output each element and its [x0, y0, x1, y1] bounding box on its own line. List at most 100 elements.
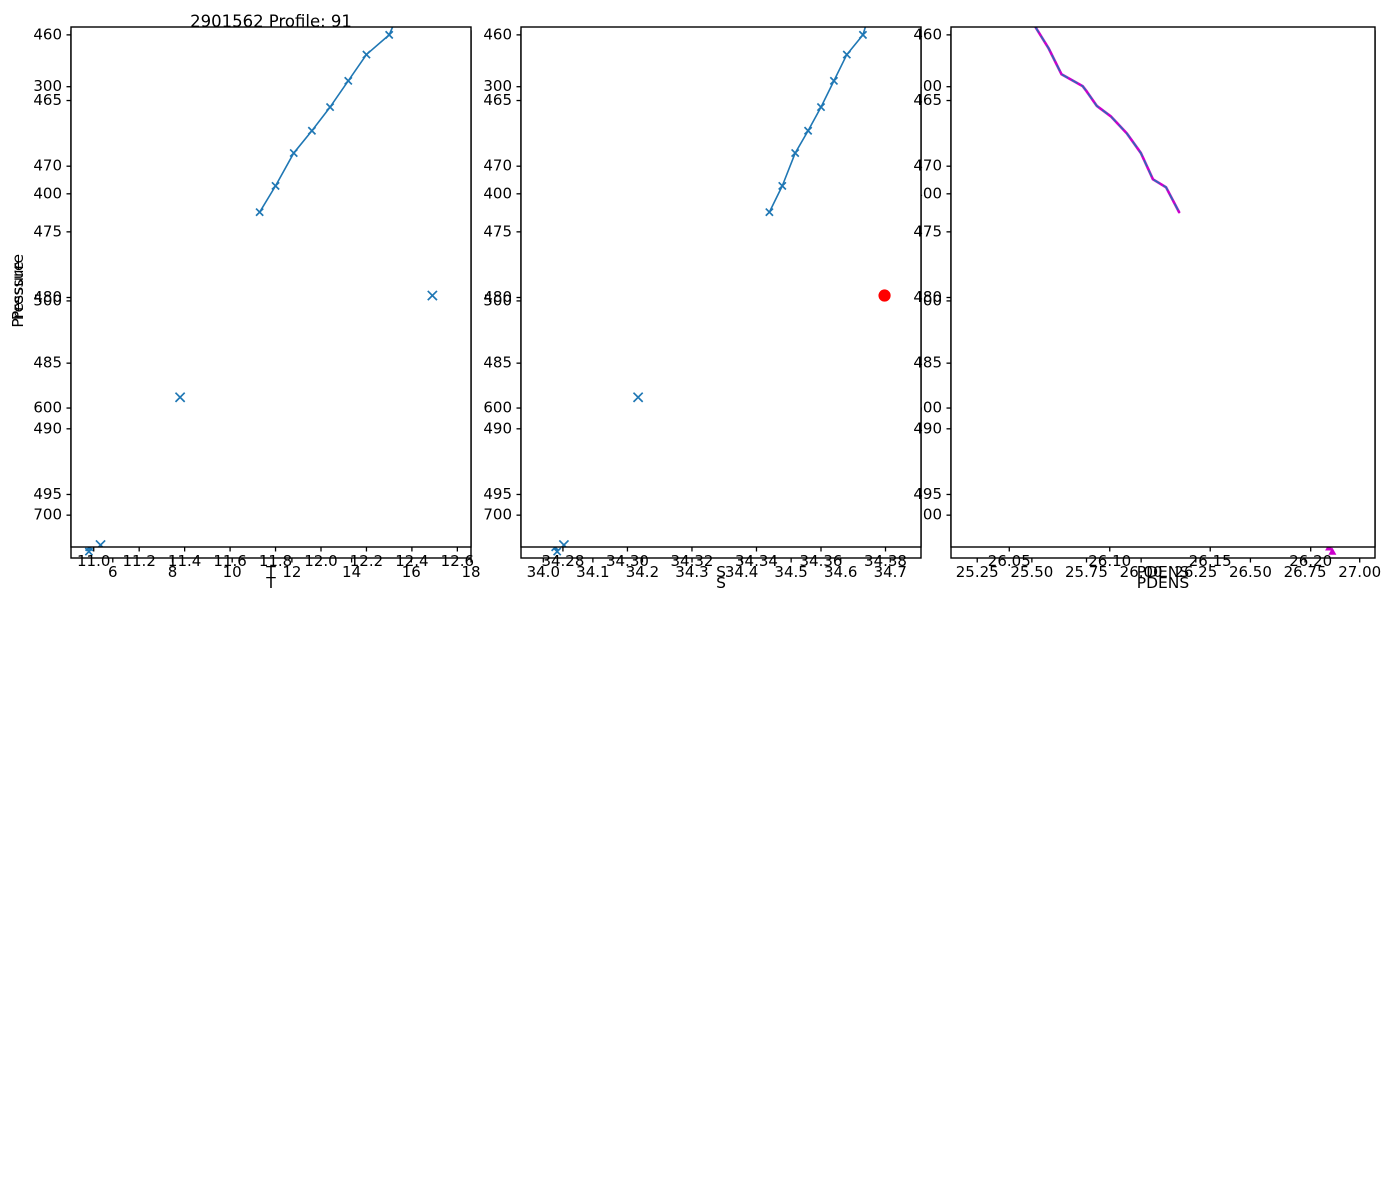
- y-tick-label: 470: [483, 157, 512, 175]
- x-tick-label: 25.25: [956, 563, 999, 581]
- x-tick-label: 12.2: [350, 552, 383, 570]
- x-axis-label: PDENS: [1137, 574, 1190, 592]
- x-tick-label: 26.05: [988, 552, 1031, 570]
- data-marker-x: [84, 547, 94, 556]
- x-tick-label: 26.00: [1120, 563, 1163, 581]
- y-tick-label: 480: [33, 288, 62, 306]
- y-tick-label: 465: [483, 91, 512, 109]
- data-marker-x: [829, 76, 839, 86]
- x-tick-label: 10: [223, 563, 242, 581]
- data-layer: [1034, 27, 1181, 214]
- x-tick-label: 12.4: [395, 552, 428, 570]
- x-tick-label: 34.4: [725, 563, 758, 581]
- x-tick-label: 34.2: [626, 563, 659, 581]
- x-axis-label: PDENS: [1137, 563, 1190, 581]
- x-tick-label: 34.30: [606, 552, 649, 570]
- outlier-marker-x: [174, 392, 186, 403]
- x-tick-label: 14: [342, 563, 361, 581]
- panel-bottom-right-density-zoom: 26.05 26.10 26.15 26.20 460 465 470 475 480 485 49…: [900, 25, 1400, 1200]
- data-marker-x: [790, 148, 800, 158]
- y-tick-label: 700: [33, 506, 62, 524]
- y-tick-label: 485: [483, 354, 512, 372]
- y-tick-label: 480: [913, 288, 942, 306]
- y-tick-label: 300: [33, 77, 62, 95]
- figure-title: 2901562 Profile: 91: [190, 12, 352, 31]
- x-tick-label: 34.5: [774, 563, 807, 581]
- flagged-point-marker[interactable]: [878, 289, 891, 302]
- x-tick-label: 34.28: [541, 552, 584, 570]
- y-tick-label: 400: [483, 184, 512, 202]
- x-tick-label: 26.50: [1229, 563, 1272, 581]
- x-tick-label: 8: [168, 563, 178, 581]
- y-tick-label: 465: [33, 91, 62, 109]
- y-tick-label: 475: [483, 222, 512, 240]
- data-marker-x: [271, 181, 280, 191]
- data-marker-x: [858, 30, 868, 40]
- y-tick-label: 460: [33, 25, 62, 43]
- y-tick-label: 400: [33, 184, 62, 202]
- x-tick-label: 34.36: [800, 552, 843, 570]
- x-tick-label: 26.10: [1088, 552, 1131, 570]
- x-tick-label: 11.8: [259, 552, 292, 570]
- x-tick-label: 34.3: [675, 563, 708, 581]
- panel-svg-bottom-left-temperature-zoom: 11.0 11.2 11.4 11.6 11.8 12.0 12.2 12.4 12.6 460 4…: [9, 25, 474, 581]
- x-tick-label: 6: [108, 563, 118, 581]
- outlier-marker-x: [95, 539, 106, 547]
- data-marker-x: [362, 50, 371, 59]
- data-marker-x: [803, 126, 813, 135]
- y-tick-label: 490: [483, 419, 512, 437]
- x-tick-label: 26.20: [1289, 552, 1332, 570]
- y-tick-label: 475: [33, 222, 62, 240]
- x-tick-label: 34.1: [576, 563, 609, 581]
- series-line-S: [768, 27, 867, 213]
- outlier-marker-x: [427, 290, 438, 301]
- y-tick-label: 600: [33, 399, 62, 417]
- x-axis-label: T: [265, 563, 276, 581]
- panel-bottom-middle-salinity-zoom: 34.28 34.30 34.32 34.34 34.36 34.38 460 465 470 4…: [450, 25, 930, 1200]
- x-tick-label: 34.32: [670, 552, 713, 570]
- x-tick-label: 27.00: [1338, 563, 1381, 581]
- data-marker-x: [552, 547, 562, 556]
- x-tick-label: 12.6: [441, 552, 474, 570]
- axes-spines: [520, 26, 922, 548]
- y-tick-label: 495: [33, 485, 62, 503]
- x-axis-label: S: [716, 574, 726, 592]
- x-tick-label: 26.25: [1174, 563, 1217, 581]
- x-tick-label: 11.2: [122, 552, 155, 570]
- x-tick-label: 25.75: [1065, 563, 1108, 581]
- data-marker-x: [325, 102, 335, 112]
- data-marker-x: [778, 181, 787, 191]
- y-axis-label: Pressure: [9, 261, 27, 327]
- x-axis-label: S: [716, 563, 726, 581]
- x-tick-label: 34.38: [864, 552, 907, 570]
- outlier-marker-x: [632, 392, 644, 403]
- series-line-overlay-PDENS: [1034, 27, 1180, 213]
- plot-background: [521, 27, 921, 547]
- data-marker-x: [307, 126, 317, 135]
- plot-background: [951, 27, 1375, 547]
- data-marker-triangle: [1328, 547, 1337, 555]
- y-tick-label: 470: [33, 157, 62, 175]
- y-tick-label: 490: [913, 419, 942, 437]
- x-tick-label: 11.6: [213, 552, 246, 570]
- y-tick-label: 500: [483, 291, 512, 309]
- data-marker-x: [384, 30, 394, 40]
- y-tick-label: 465: [913, 91, 942, 109]
- y-tick-label: 475: [913, 222, 942, 240]
- outlier-marker-x: [558, 539, 570, 547]
- y-tick-label: 485: [913, 354, 942, 372]
- series-line-T: [258, 27, 394, 213]
- data-layer: [558, 27, 891, 547]
- x-tick-label: 12: [282, 563, 301, 581]
- plot-background: [71, 27, 471, 547]
- x-tick-label: 11.4: [168, 552, 201, 570]
- x-tick-label: 34.6: [824, 563, 857, 581]
- y-tick-label: 600: [483, 399, 512, 417]
- y-tick-label: 460: [913, 25, 942, 43]
- x-axis-label: T: [265, 574, 276, 592]
- data-marker-x: [816, 102, 826, 112]
- y-tick-label: 300: [483, 77, 512, 95]
- y-tick-label: 490: [33, 419, 62, 437]
- x-tick-label: 12.0: [304, 552, 337, 570]
